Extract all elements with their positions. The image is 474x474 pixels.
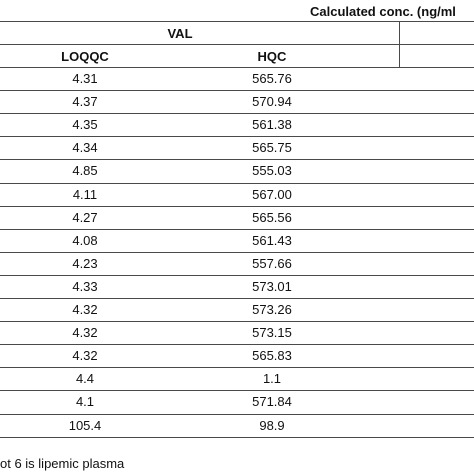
table-cell-loqqc: 4.23 — [72, 255, 98, 271]
table-cell-hqc: 561.43 — [252, 232, 292, 248]
row-rule — [0, 367, 474, 368]
row-rule — [0, 136, 474, 137]
row-rule — [0, 414, 474, 415]
table-cell-loqqc: 4.32 — [72, 325, 98, 341]
table-cell-hqc: 573.15 — [252, 325, 292, 341]
table-cell-loqqc: 4.11 — [72, 186, 98, 202]
table-cell-hqc: 565.56 — [252, 209, 292, 225]
row-rule — [0, 159, 474, 160]
table-cell-hqc: 565.75 — [252, 140, 292, 156]
row-rule — [0, 252, 474, 253]
table-cell-hqc: 555.03 — [252, 163, 292, 179]
row-rule — [0, 344, 474, 345]
table-cell-loqqc: 4.85 — [72, 163, 98, 179]
column-header-loqqc: LOQQC — [61, 49, 109, 64]
table-cell-loqqc: 4.31 — [72, 71, 98, 86]
table-cell-hqc: 565.83 — [252, 348, 292, 364]
column-header-hqc: HQC — [257, 49, 287, 64]
table-cell-hqc: 561.38 — [252, 117, 292, 133]
row-rule — [0, 321, 474, 322]
val-group-header: VAL — [167, 26, 193, 41]
table-cell-hqc: 565.76 — [252, 71, 292, 86]
table-cell-hqc: 570.94 — [252, 94, 292, 110]
calculated-conc-header: Calculated conc. (ng/ml — [310, 4, 456, 19]
table-cell-loqqc: 4.08 — [72, 232, 98, 248]
table-cell-hqc: 573.26 — [252, 302, 292, 317]
footnote: ot 6 is lipemic plasma — [0, 456, 125, 471]
table-cell-loqqc: 4.27 — [72, 209, 98, 225]
right-divider — [399, 21, 400, 67]
table-cell-hqc: 573.01 — [252, 278, 292, 294]
row-rule — [0, 275, 474, 276]
table-cell-hqc: 567.00 — [252, 186, 292, 202]
row-rule — [0, 437, 474, 438]
row-rule — [0, 183, 474, 184]
table-cell-loqqc: 4.4 — [75, 371, 95, 387]
table-cell-hqc: 1.1 — [262, 371, 282, 387]
table-cell-loqqc: 4.32 — [72, 348, 98, 364]
row-rule — [0, 90, 474, 91]
table-cell-loqqc: 105.4 — [68, 417, 102, 433]
rule-under-column-headers — [0, 67, 474, 68]
table-cell-hqc: 98.9 — [259, 417, 285, 433]
table-cell-hqc: 571.84 — [252, 394, 292, 410]
table-cell-loqqc: 4.1 — [75, 394, 95, 410]
table-cell-loqqc: 4.35 — [72, 117, 98, 133]
table-cell-loqqc: 4.33 — [72, 278, 98, 294]
table-cell-hqc: 557.66 — [252, 255, 292, 271]
table-cell-loqqc: 4.37 — [72, 94, 98, 110]
row-rule — [0, 390, 474, 391]
rule-under-group-header — [0, 44, 474, 45]
table-cell-loqqc: 4.32 — [72, 302, 98, 317]
table-cell-loqqc: 4.34 — [72, 140, 98, 156]
row-rule — [0, 206, 474, 207]
row-rule — [0, 229, 474, 230]
row-rule — [0, 113, 474, 114]
row-rule — [0, 298, 474, 299]
rule-under-super-header — [0, 21, 474, 22]
